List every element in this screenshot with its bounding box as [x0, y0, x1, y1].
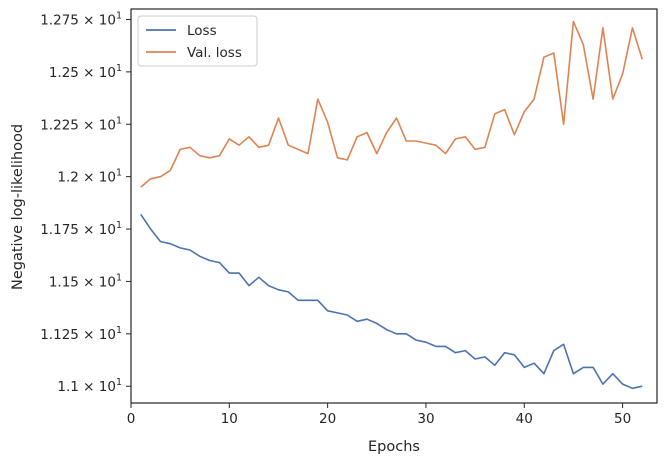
y-tick-label: 1.1 × 101	[57, 377, 122, 395]
y-tick-label: 1.225 × 101	[40, 115, 122, 133]
x-tick-label: 50	[614, 411, 631, 427]
x-tick-label: 10	[221, 411, 238, 427]
legend-box	[137, 15, 258, 67]
x-axis-label: Epochs	[368, 439, 420, 455]
x-tick-label: 30	[417, 411, 434, 427]
series-line-2	[140, 20, 644, 188]
y-axis-label: Negative log-likelihood	[10, 124, 26, 290]
y-tick-label: 1.25 × 101	[49, 63, 122, 81]
x-tick-label: 20	[319, 411, 336, 427]
legend-label-1: Loss	[187, 23, 217, 39]
y-tick-label: 1.175 × 101	[40, 220, 122, 238]
legend-label-2: Val. loss	[187, 45, 242, 61]
y-tick-label: 1.15 × 101	[49, 272, 122, 290]
x-tick-label: 40	[516, 411, 533, 427]
y-tick-label: 1.2 × 101	[57, 168, 122, 186]
series-line-1	[140, 213, 643, 390]
x-tick-label: 0	[127, 411, 136, 427]
y-tick-label: 1.125 × 101	[40, 325, 122, 343]
y-tick-label: 1.275 × 101	[40, 10, 122, 28]
plot-frame	[130, 8, 658, 404]
